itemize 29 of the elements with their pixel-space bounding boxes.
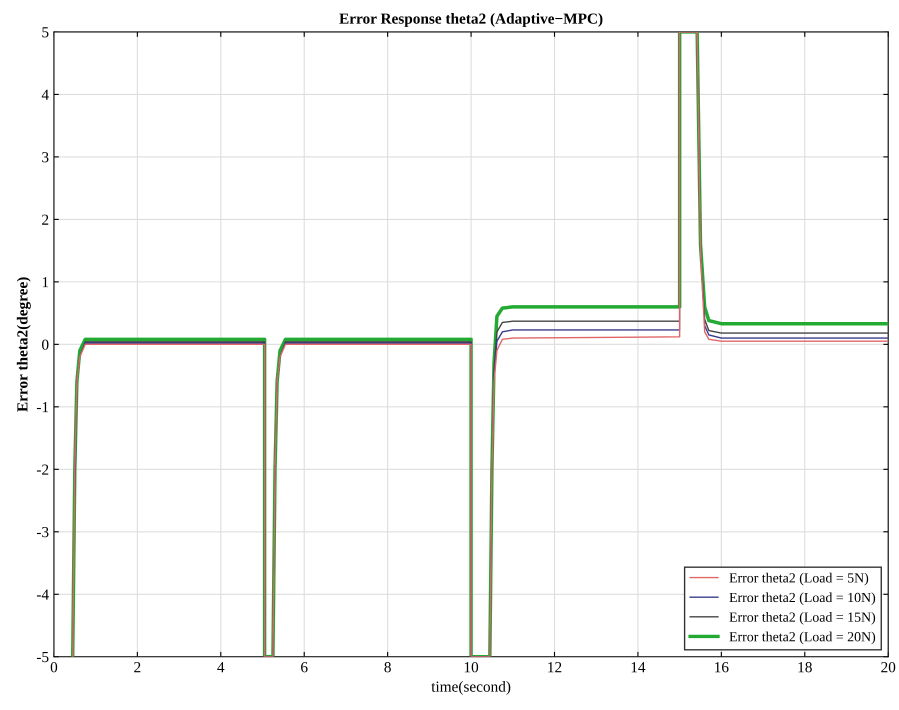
x-tick-label: 0: [50, 662, 58, 672]
y-tick-label: -2: [36, 464, 48, 475]
legend-label: Error theta2 (Load = 15N): [729, 612, 876, 625]
y-tick-label: -4: [36, 590, 49, 600]
y-tick-label: 1: [42, 277, 48, 288]
legend-label: Error theta2 (Load = 5N): [729, 572, 868, 586]
y-tick-label: 3: [42, 152, 48, 162]
x-tick-label: 6: [301, 662, 308, 672]
x-tick-label: 16: [715, 662, 729, 672]
chart-title: Error Response theta2 (Adaptive−MPC): [339, 13, 602, 27]
x-tick-label: 20: [881, 662, 896, 672]
x-tick-label: 18: [798, 662, 812, 672]
legend-label: Error theta2 (Load = 10N): [729, 592, 876, 605]
x-tick-label: 4: [217, 662, 224, 672]
x-tick-label: 14: [632, 662, 646, 672]
x-tick-label: 12: [548, 662, 562, 672]
y-tick-label: 0: [42, 339, 48, 350]
x-tick-label: 2: [134, 662, 140, 672]
x-axis-title: time(second): [431, 681, 510, 695]
y-tick-label: -1: [36, 402, 48, 412]
x-tick-label: 10: [464, 662, 478, 672]
y-tick-label: -3: [36, 526, 48, 538]
x-tick-label: 8: [384, 662, 391, 672]
y-axis-title: Error theta2(degree): [16, 277, 31, 412]
y-tick-label: 5: [42, 27, 48, 38]
legend-label: Error theta2 (Load = 20N): [729, 632, 876, 644]
y-tick-label: -5: [36, 652, 48, 662]
y-tick-label: 2: [42, 214, 48, 225]
y-tick-label: 4: [42, 90, 49, 100]
